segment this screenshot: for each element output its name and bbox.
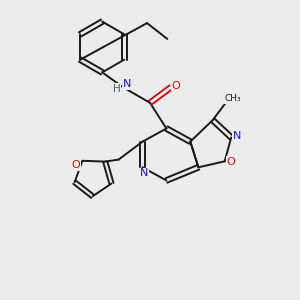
Text: O: O <box>227 157 236 167</box>
Text: H: H <box>113 84 120 94</box>
Text: N: N <box>232 131 241 141</box>
Text: CH₃: CH₃ <box>224 94 241 103</box>
Text: N: N <box>140 168 148 178</box>
Text: N: N <box>122 79 131 89</box>
Text: O: O <box>172 81 180 91</box>
Text: O: O <box>71 160 80 170</box>
